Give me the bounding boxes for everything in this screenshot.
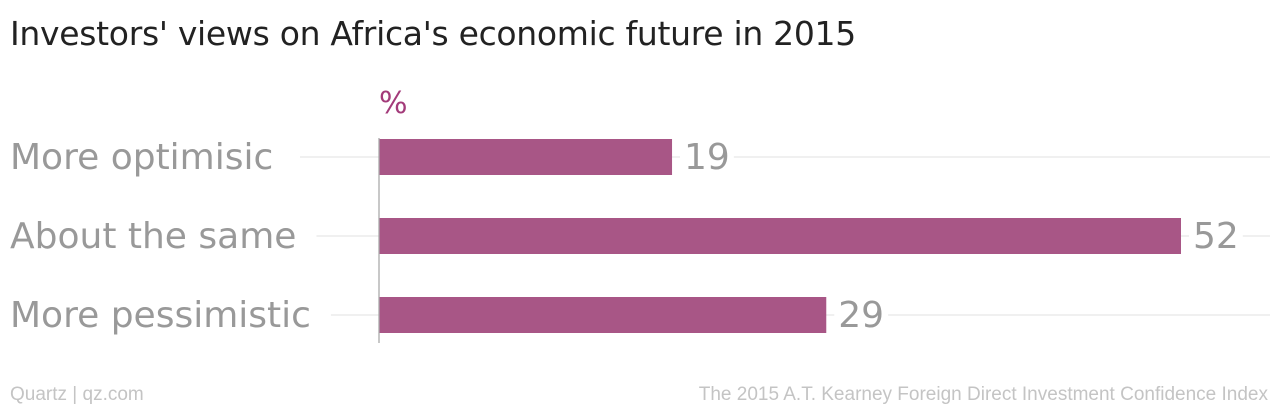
footer-credit: Quartz | qz.com <box>10 384 144 405</box>
bar <box>379 139 673 175</box>
bar-value-label: 29 <box>838 295 884 336</box>
bar-value-label: 52 <box>1193 216 1239 257</box>
value-label-backdrop <box>1189 233 1243 239</box>
chart-title: Investors' views on Africa's economic fu… <box>10 14 856 53</box>
value-label-backdrop <box>680 154 734 160</box>
unit-label: % <box>379 86 408 121</box>
category-label: More optimisic <box>10 137 273 178</box>
value-label-backdrop <box>834 312 889 318</box>
bar <box>379 218 1181 254</box>
footer-source: The 2015 A.T. Kearney Foreign Direct Inv… <box>698 384 1268 405</box>
category-label: About the same <box>10 216 296 257</box>
category-label: More pessimistic <box>10 295 311 336</box>
bar-value-label: 19 <box>684 137 730 178</box>
bar <box>379 297 827 333</box>
